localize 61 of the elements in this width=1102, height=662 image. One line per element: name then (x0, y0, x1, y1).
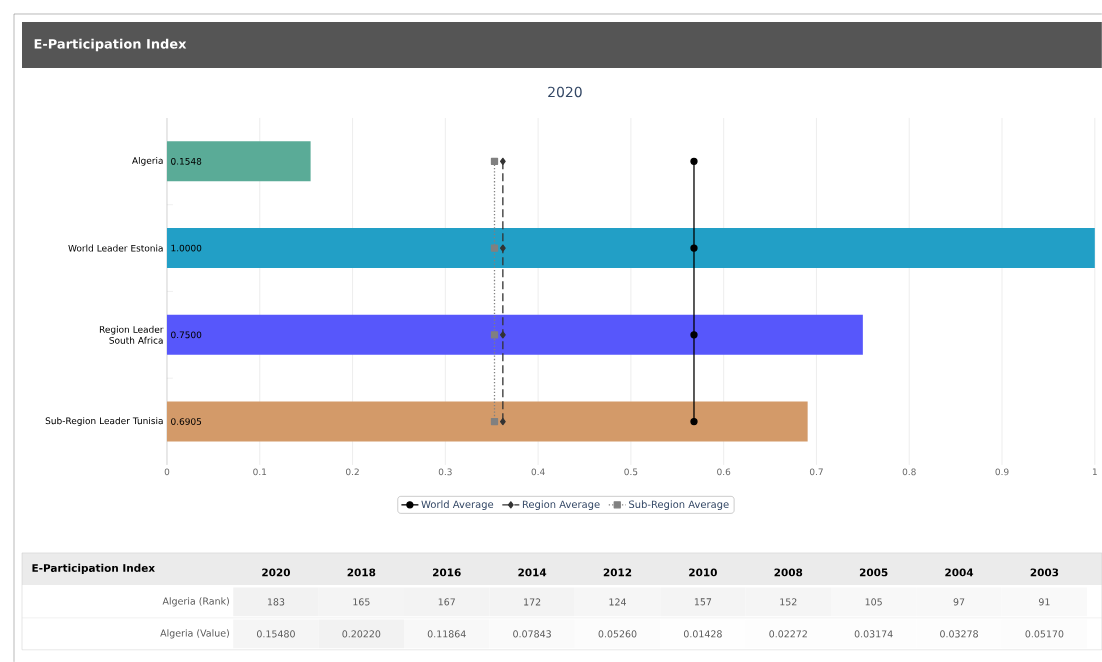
y-tick-label: Algeria (Rank) (162, 597, 229, 607)
bar (166, 401, 808, 442)
y-tick-label: Region Leader South Africa (99, 325, 164, 344)
y-tick-label: World Leader Estonia (68, 244, 163, 252)
y-tick-label: Algeria (Value) (160, 629, 229, 639)
y-tick-label: Sub-Region Leader Tunisia (45, 417, 163, 426)
x-tick-label: 2008 (774, 568, 803, 577)
x-tick-label: 2010 (689, 568, 717, 577)
data-label: 172 (524, 598, 541, 606)
bar (166, 228, 1095, 269)
legend-label: World Average (421, 500, 494, 510)
x-tick-label: 2014 (518, 568, 547, 577)
x-tick-label: 0 (164, 468, 170, 476)
data-label: 0.15480 (257, 630, 295, 638)
data-label: 0.11864 (427, 630, 466, 638)
data-label: 124 (609, 598, 627, 606)
x-tick-label: 0.5 (624, 468, 638, 476)
chart-subtitle: 2020 (548, 86, 582, 98)
x-tick-label: 2018 (347, 568, 376, 577)
data-label: 97 (953, 598, 965, 606)
x-tick-label: 0.7 (809, 468, 823, 476)
data-label: 0.7500 (171, 331, 202, 339)
bar (166, 141, 311, 182)
text: E-Participation Index (32, 563, 155, 574)
x-tick-label: 2016 (433, 568, 461, 577)
x-tick-label: 2003 (1030, 568, 1059, 577)
x-tick-label: 0.1 (253, 468, 267, 476)
data-label: 0.05170 (1025, 630, 1064, 638)
data-label: 1.0000 (171, 244, 202, 252)
data-label: 0.02272 (769, 630, 807, 638)
data-label: 0.6905 (171, 418, 202, 425)
legend-label: Region Average (522, 500, 600, 510)
data-label: 105 (865, 598, 882, 606)
x-tick-label: 0.6 (717, 468, 731, 476)
x-tick-label: 2005 (859, 568, 888, 577)
data-label: 157 (694, 598, 712, 606)
data-label: 183 (267, 598, 285, 606)
x-tick-label: 0.2 (346, 468, 359, 476)
x-tick-label: 2020 (262, 568, 291, 577)
x-tick-label: 2012 (603, 568, 632, 577)
data-label: 152 (780, 598, 797, 606)
data-label: 0.05260 (598, 630, 637, 638)
data-label: 91 (1039, 598, 1050, 606)
x-tick-label: 0.4 (531, 468, 545, 476)
data-label: 0.1548 (171, 157, 202, 165)
legend-label: Sub-Region Average (629, 500, 729, 510)
bar (166, 314, 863, 355)
data-label: 0.03174 (854, 630, 893, 638)
x-tick-label: 1 (1092, 468, 1097, 475)
data-label: 167 (438, 598, 455, 606)
data-label: 0.01428 (683, 630, 722, 638)
x-tick-label: 0.9 (995, 468, 1009, 476)
x-tick-label: 0.8 (902, 468, 916, 476)
data-label: 0.07843 (513, 630, 551, 638)
x-tick-label: 0.3 (438, 468, 452, 476)
data-label: 165 (353, 598, 370, 606)
data-label: 0.20220 (342, 630, 381, 638)
chart-title: E-Participation Index (34, 38, 187, 52)
x-tick-label: 2004 (945, 568, 974, 577)
data-label: 0.03278 (940, 630, 978, 638)
y-tick-label: Algeria (132, 156, 163, 166)
